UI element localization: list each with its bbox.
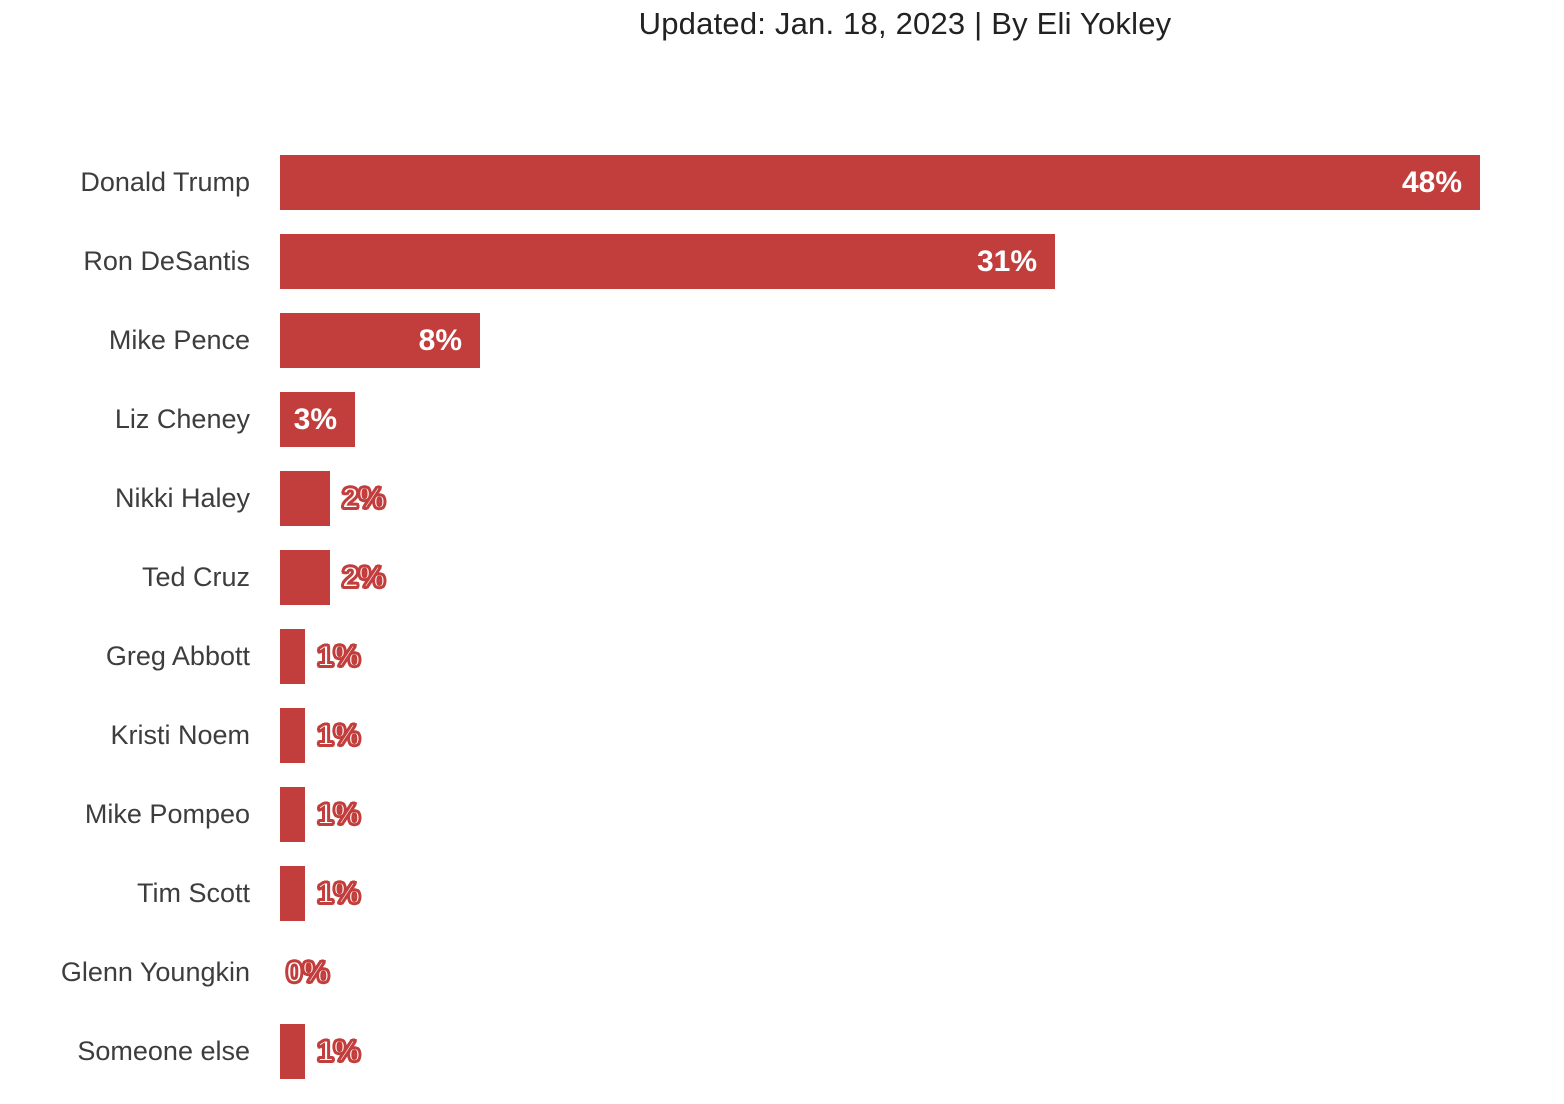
bar [280, 392, 355, 447]
bar-track: 1% [280, 708, 1530, 763]
bar [280, 471, 330, 526]
chart-row: Mike Pompeo 1% [0, 787, 1564, 842]
chart-row: Mike Pence 8% [0, 313, 1564, 368]
bar-chart: Donald Trump 48% Ron DeSantis 31% Mike Pence… [0, 155, 1564, 1079]
category-label: Mike Pence [108, 325, 250, 355]
value-label: 1% [316, 718, 361, 753]
chart-row: Ron DeSantis 31% [0, 234, 1564, 289]
value-label: 1% [316, 1034, 361, 1069]
value-label: 0% [285, 955, 330, 990]
category-label: Tim Scott [136, 878, 250, 908]
value-label: 1% [316, 797, 361, 832]
category-label: Someone else [77, 1036, 250, 1066]
chart-subtitle: Updated: Jan. 18, 2023 | By Eli Yokley [638, 6, 1172, 41]
bar [280, 629, 305, 684]
bar-track: 3% [280, 392, 1530, 447]
bar-track: 1% [280, 787, 1530, 842]
category-label: Ron DeSantis [83, 246, 250, 276]
bar [280, 550, 330, 605]
chart-row: Glenn Youngkin 0% [0, 945, 1564, 1000]
category-label: Mike Pompeo [84, 799, 250, 829]
bar-track: 1% [280, 629, 1530, 684]
bar-track: 0% [280, 945, 1530, 1000]
category-label: Glenn Youngkin [60, 957, 250, 987]
category-label: Kristi Noem [110, 720, 250, 750]
value-label: 2% [341, 481, 386, 516]
category-label: Donald Trump [80, 167, 250, 197]
bar [280, 234, 1055, 289]
bar [280, 708, 305, 763]
bar-track: 8% [280, 313, 1530, 368]
chart-row: Ted Cruz 2% [0, 550, 1564, 605]
chart-row: Tim Scott 1% [0, 866, 1564, 921]
value-label: 1% [316, 876, 361, 911]
category-label: Liz Cheney [114, 404, 250, 434]
bar-track: 48% [280, 155, 1530, 210]
bar-track: 31% [280, 234, 1530, 289]
value-label: 31% [976, 245, 1037, 278]
chart-row: Donald Trump 48% [0, 155, 1564, 210]
value-label: 48% [1401, 166, 1462, 199]
category-label: Ted Cruz [141, 562, 250, 592]
bar [280, 313, 480, 368]
bar-track: 2% [280, 471, 1530, 526]
bar-track: 1% [280, 866, 1530, 921]
chart-row: Greg Abbott 1% [0, 629, 1564, 684]
bar-track: 2% [280, 550, 1530, 605]
value-label: 2% [341, 560, 386, 595]
bar [280, 1024, 305, 1079]
category-label: Nikki Haley [114, 483, 250, 513]
category-label: Greg Abbott [105, 641, 250, 671]
bar-track: 1% [280, 1024, 1530, 1079]
bar [280, 866, 305, 921]
bar [280, 787, 305, 842]
value-label: 1% [316, 639, 361, 674]
chart-row: Liz Cheney 3% [0, 392, 1564, 447]
value-label: 8% [418, 324, 462, 357]
value-label: 3% [293, 403, 337, 436]
chart-row: Someone else 1% [0, 1024, 1564, 1079]
chart-row: Kristi Noem 1% [0, 708, 1564, 763]
chart-row: Nikki Haley 2% [0, 471, 1564, 526]
bar [280, 155, 1480, 210]
